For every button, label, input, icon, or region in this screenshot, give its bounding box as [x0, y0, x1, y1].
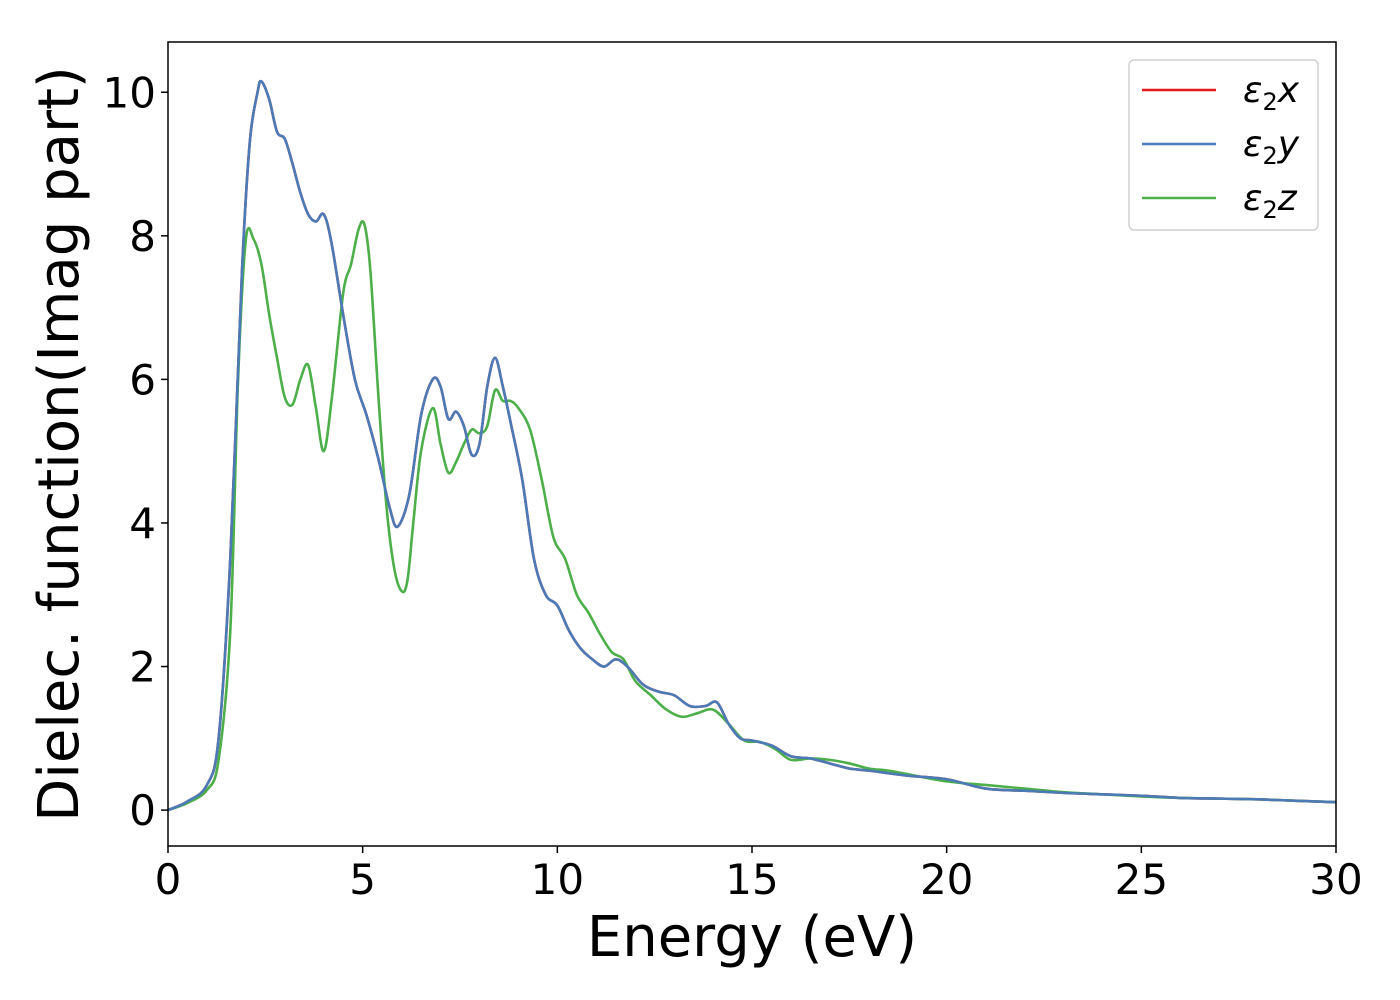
series-lines [168, 79, 1336, 812]
series-line-y [168, 79, 1336, 812]
x-tick-label: 20 [920, 855, 973, 904]
x-tick-label: 5 [349, 855, 376, 904]
y-tick-label: 2 [129, 643, 156, 692]
x-tick-label: 10 [531, 855, 584, 904]
legend-label-z: ε2z [1243, 178, 1298, 224]
plot-frame [167, 41, 1337, 847]
x-tick-label: 0 [155, 855, 182, 904]
y-tick-label: 0 [129, 786, 156, 835]
legend: ε2x ε2y ε2z [1128, 59, 1319, 231]
y-axis-ticks: 0 2 4 6 8 10 [103, 68, 168, 835]
x-axis-title: Energy (eV) [587, 905, 917, 970]
legend-label-y: ε2y [1243, 124, 1300, 170]
y-tick-label: 4 [129, 499, 156, 548]
x-tick-label: 25 [1115, 855, 1168, 904]
series-line-z [168, 220, 1336, 812]
legend-box [1128, 59, 1319, 231]
x-tick-label: 30 [1309, 855, 1362, 904]
legend-label-x: ε2x [1243, 70, 1300, 116]
y-tick-label: 10 [103, 68, 156, 117]
x-tick-label: 15 [725, 855, 778, 904]
x-axis-ticks: 0 5 10 15 20 25 30 [155, 846, 1363, 904]
y-axis-title: Dielec. function(Imag part) [27, 66, 92, 822]
y-tick-label: 8 [129, 212, 156, 261]
y-tick-label: 6 [129, 355, 156, 404]
